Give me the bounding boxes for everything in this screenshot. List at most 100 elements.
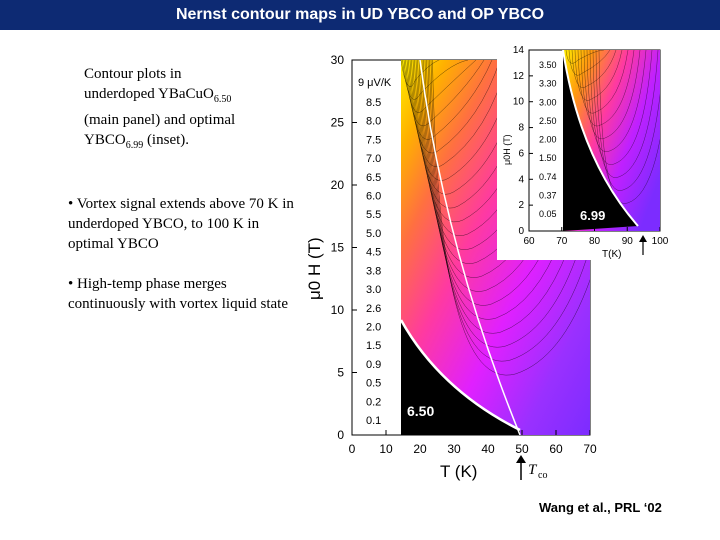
main-x-tick-label: 10 — [379, 442, 393, 456]
main-x-tick-label: 50 — [515, 442, 529, 456]
main-legend-title: 9 μV/K — [358, 77, 392, 89]
main-contour-line — [430, 60, 590, 362]
inset-contour-level-label: 3.30 — [539, 79, 557, 89]
inset-y-tick-label: 6 — [518, 148, 524, 159]
main-contour-level-label: 1.5 — [366, 340, 381, 352]
main-contour-level-label: 7.0 — [366, 153, 381, 165]
inset-x-tick-label: 70 — [556, 236, 568, 247]
tc-label: T — [528, 462, 538, 478]
inset-contour-level-label: 0.74 — [539, 172, 557, 182]
inset-y-tick-label: 2 — [518, 200, 524, 211]
inset-contour-panel: 3.50 3.30 3.00 2.50 2.00 1.50 0.74 0.37 0.05 6.9… — [497, 42, 675, 260]
main-contour-level-label: 7.5 — [366, 134, 381, 146]
caption-line-1: Contour plots in — [84, 66, 182, 82]
main-contour-level-label: 6.0 — [366, 191, 381, 203]
main-contour-level-label: 0.9 — [366, 359, 381, 371]
inset-x-tick-labels: 60 70 80 90 100 — [523, 227, 669, 247]
main-contour-level-labels: 8.5 8.0 7.5 7.0 6.5 6.0 5.5 5.0 4.5 3.8 3.0 2.6 2.0 1… — [366, 97, 381, 427]
main-y-tick-label: 5 — [337, 366, 344, 380]
inset-contour-level-label: 1.50 — [539, 153, 557, 163]
bullet-high-temp-phase: • High-temp phase merges continuously wi… — [68, 276, 288, 312]
inset-contour-line — [595, 50, 660, 191]
main-contour-level-label: 3.0 — [366, 284, 381, 296]
main-contour-level-label: 4.5 — [366, 247, 381, 259]
bullet-vortex-signal: • Vortex signal extends above 70 K in un… — [68, 196, 294, 252]
slide-title: Nernst contour maps in UD YBCO and OP YB… — [0, 0, 720, 30]
tc-label-sub: co — [538, 470, 547, 481]
main-x-tick-label: 0 — [349, 442, 356, 456]
inset-contour-line — [565, 50, 605, 64]
inset-vortex-boundary — [562, 50, 639, 227]
caption-line-2-sub: 6.50 — [213, 94, 232, 105]
inset-contour-level-labels: 3.50 3.30 3.00 2.50 2.00 1.50 0.74 0.37 0.05 — [539, 60, 557, 219]
figure-caption: Contour plots in underdoped YBaCuO6.50 (… — [84, 64, 294, 156]
inset-contour-level-label: 0.05 — [539, 209, 557, 219]
citation: Wang et al., PRL ‘02 — [539, 500, 662, 515]
main-y-tick-label: 10 — [331, 303, 345, 317]
main-vortex-boundary — [399, 319, 521, 432]
inset-contour-line — [586, 50, 647, 153]
bullet-list: • Vortex signal extends above 70 K in un… — [68, 194, 300, 334]
main-contour-level-label: 6.5 — [366, 172, 381, 184]
main-y-tick-label: 15 — [331, 241, 345, 255]
main-contour-level-label: 2.6 — [366, 303, 381, 315]
caption-line-4-post: (inset). — [143, 132, 190, 148]
main-y-tick-label: 0 — [337, 428, 344, 442]
main-contour-line — [409, 60, 509, 167]
inset-y-tick-label: 12 — [513, 71, 525, 82]
inset-x-axis-label: T(K) — [602, 249, 621, 260]
main-x-tick-label: 70 — [583, 442, 597, 456]
main-contour-level-label: 5.0 — [366, 228, 381, 240]
main-contour-lines — [400, 60, 590, 376]
inset-superconducting-region — [563, 50, 638, 231]
inset-contour-level-label: 2.00 — [539, 135, 557, 145]
inset-x-tick-label: 60 — [523, 236, 535, 247]
main-contour-level-label: 3.8 — [366, 265, 381, 277]
main-contour-line — [429, 60, 590, 348]
inset-contour-line — [589, 50, 653, 165]
main-contour-level-label: 0.2 — [366, 396, 381, 408]
tc-arrow-head — [516, 455, 526, 463]
inset-x-tick-label: 90 — [622, 236, 634, 247]
main-y-tick-label: 30 — [331, 53, 345, 67]
main-y-axis-label: μ0 H (T) — [305, 237, 324, 300]
inset-contour-line — [577, 50, 629, 114]
inset-contour-line — [583, 50, 641, 140]
inset-y-tick-labels: 0 2 4 6 8 10 12 14 — [513, 45, 533, 237]
main-x-tick-label: 60 — [549, 442, 563, 456]
inset-contour-line — [598, 50, 660, 204]
inset-y-axis-label: μ0H (T) — [502, 134, 512, 165]
inset-x-tick-label: 80 — [589, 236, 601, 247]
main-y-tick-label: 20 — [331, 178, 345, 192]
inset-tc-arrow-head — [639, 235, 647, 242]
main-x-axis-label: T (K) — [440, 462, 477, 481]
main-contour-level-label: 8.0 — [366, 116, 381, 128]
inset-contour-lines — [565, 50, 660, 204]
main-contour-level-label: 5.5 — [366, 209, 381, 221]
main-x-tick-label: 30 — [447, 442, 461, 456]
main-x-tick-label: 20 — [413, 442, 427, 456]
caption-line-4: YBCO — [84, 132, 126, 148]
main-contour-line — [406, 60, 493, 140]
inset-contour-level-label: 0.37 — [539, 190, 557, 200]
inset-contour-level-label: 3.00 — [539, 97, 557, 107]
main-contour-line — [408, 60, 501, 154]
main-sample-label: 6.50 — [407, 403, 434, 419]
inset-contour-line — [580, 50, 635, 127]
main-y-tick-label: 25 — [331, 116, 345, 130]
inset-y-tick-label: 14 — [513, 45, 525, 56]
main-contour-level-label: 2.0 — [366, 321, 381, 333]
inset-x-tick-label: 100 — [652, 236, 669, 247]
main-peak-line — [419, 60, 521, 435]
inset-contour-line — [571, 50, 617, 88]
main-y-tick-labels: 0 5 10 15 20 25 30 — [331, 53, 357, 442]
inset-contour-level-label: 2.50 — [539, 116, 557, 126]
caption-line-3: (main panel) and optimal — [84, 112, 236, 128]
main-contour-line — [432, 60, 590, 376]
main-contour-level-label: 8.5 — [366, 97, 381, 109]
inset-sample-label: 6.99 — [580, 208, 605, 223]
inset-y-tick-label: 8 — [518, 123, 524, 134]
main-x-tick-label: 40 — [481, 442, 495, 456]
inset-contour-line — [568, 50, 611, 76]
